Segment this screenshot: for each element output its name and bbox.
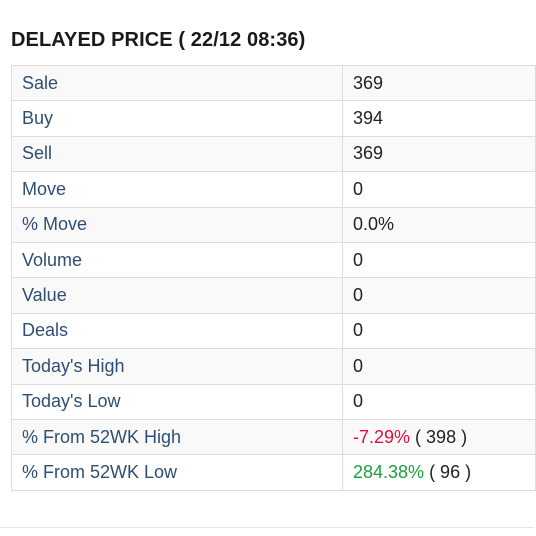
row-value: 0 <box>342 277 536 314</box>
row-label: Deals <box>11 312 343 350</box>
table-row-value: Value 0 <box>11 277 536 314</box>
table-row-todays-low: Today's Low 0 <box>11 383 536 420</box>
percent-from-high: -7.29% <box>353 426 411 447</box>
row-value: 0.0% <box>342 206 536 243</box>
row-value: 0 <box>342 383 536 420</box>
table-row-sell: Sell 369 <box>11 135 536 173</box>
high-price: ( 398 ) <box>410 426 468 447</box>
row-value: 284.38% ( 96 ) <box>342 454 536 491</box>
page-title: DELAYED PRICE ( 22/12 08:36) <box>11 29 306 51</box>
row-value: 0 <box>342 241 536 279</box>
table-row-percent-move: % Move 0.0% <box>11 206 536 243</box>
row-label: Today's Low <box>11 383 343 420</box>
divider <box>0 527 534 528</box>
table-row-buy: Buy 394 <box>11 100 536 137</box>
price-table: Sale 369 Buy 394 Sell 369 Move 0 % Move … <box>11 64 536 491</box>
row-label: % Move <box>11 206 343 243</box>
row-value: 0 <box>342 171 536 208</box>
row-label: Value <box>11 277 343 314</box>
row-value: 0 <box>342 348 536 385</box>
row-label: Buy <box>11 100 343 137</box>
table-row-sale: Sale 369 <box>11 64 536 102</box>
row-label: Volume <box>11 241 343 279</box>
table-row-volume: Volume 0 <box>11 241 536 279</box>
table-row-move: Move 0 <box>11 171 536 208</box>
row-label: Sale <box>11 64 343 102</box>
table-row-from-52wk-low: % From 52WK Low 284.38% ( 96 ) <box>11 454 536 491</box>
row-label: Sell <box>11 135 343 173</box>
row-value: -7.29% ( 398 ) <box>342 418 536 456</box>
row-label: % From 52WK Low <box>11 454 343 491</box>
table-row-todays-high: Today's High 0 <box>11 348 536 385</box>
row-value: 369 <box>342 135 536 173</box>
row-label: Move <box>11 171 343 208</box>
row-label: % From 52WK High <box>11 418 343 456</box>
table-row-from-52wk-high: % From 52WK High -7.29% ( 398 ) <box>11 418 536 456</box>
table-row-deals: Deals 0 <box>11 312 536 350</box>
row-value: 0 <box>342 312 536 350</box>
row-value: 369 <box>342 64 536 102</box>
row-value: 394 <box>342 100 536 137</box>
row-label: Today's High <box>11 348 343 385</box>
low-price: ( 96 ) <box>424 461 472 482</box>
percent-from-low: 284.38% <box>353 461 425 482</box>
